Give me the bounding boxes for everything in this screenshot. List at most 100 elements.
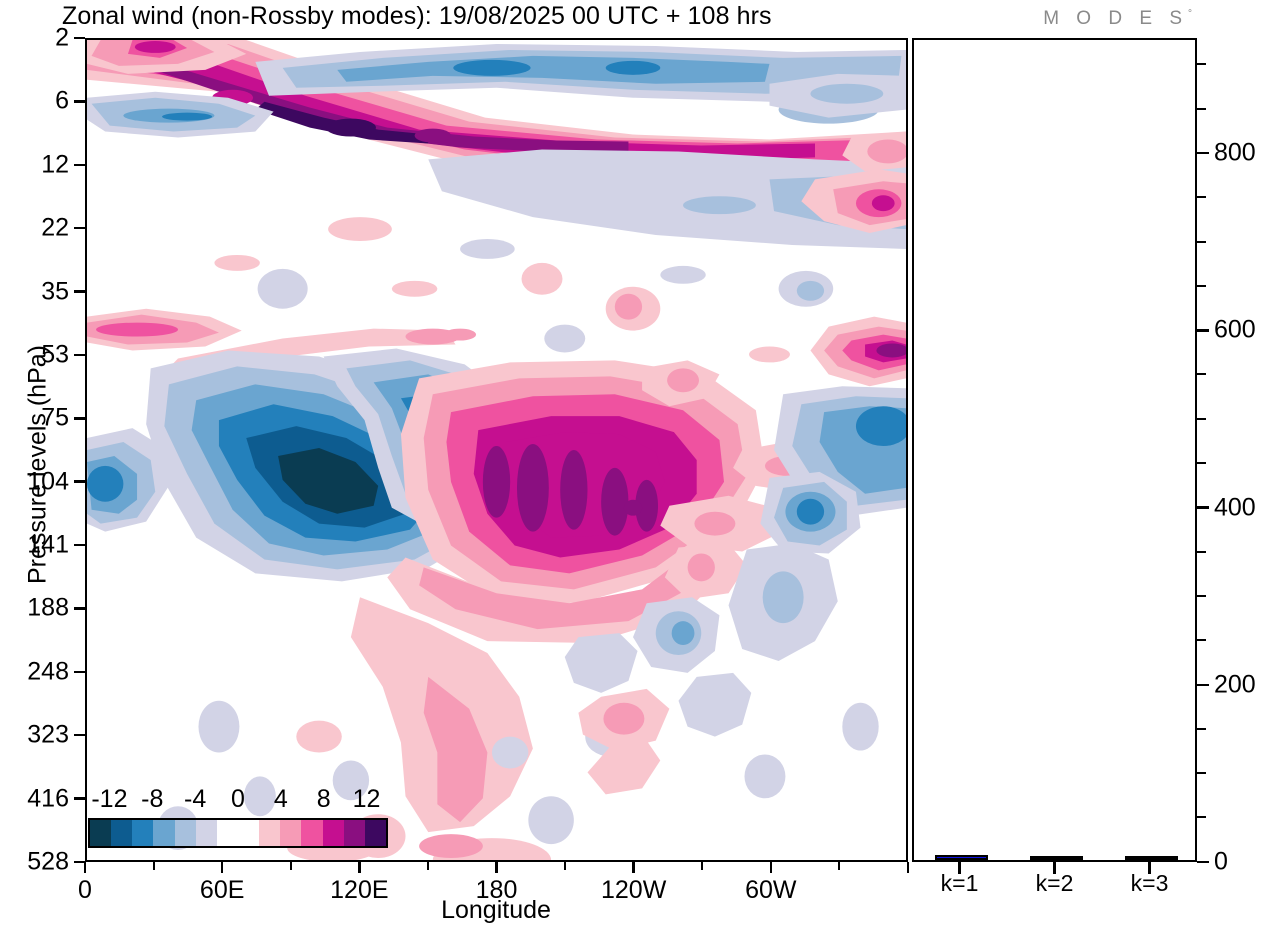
wavenumber-tick <box>1148 862 1151 874</box>
zonal-wind-contour-panel <box>85 38 908 862</box>
pressure-tick-label: 323 <box>27 720 69 749</box>
page-title: Zonal wind (non-Rossby modes): 19/08/202… <box>62 2 772 30</box>
pressure-tick-label: 528 <box>27 847 69 876</box>
colorbar-tick-label: 4 <box>273 785 288 813</box>
longitude-tick <box>906 862 910 873</box>
pressure-tick-label: 248 <box>27 657 69 686</box>
pressure-tick-label: 12 <box>41 150 69 179</box>
pressure-tick-label: 35 <box>41 277 69 306</box>
energy-tick <box>1197 506 1209 509</box>
pressure-tick <box>74 290 85 293</box>
contour-shapes <box>87 40 906 860</box>
pressure-tick <box>74 163 85 167</box>
colorbar-swatches <box>88 818 388 848</box>
colorbar-swatch <box>343 820 365 846</box>
pressure-tick-label: 22 <box>41 213 69 242</box>
energy-tick <box>1197 196 1206 199</box>
pressure-tick <box>74 607 85 610</box>
longitude-tick <box>632 862 635 873</box>
colorbar-swatch <box>153 820 175 846</box>
energy-tick <box>1197 639 1206 642</box>
energy-bar <box>935 854 988 860</box>
longitude-tick <box>701 862 704 870</box>
modes-logo: M O D E S° <box>1043 8 1192 30</box>
colorbar-swatch <box>195 820 217 846</box>
longitude-tick <box>358 862 361 873</box>
energy-bar <box>1125 856 1178 860</box>
pressure-tick <box>74 353 85 357</box>
energy-tick <box>1197 151 1209 155</box>
energy-tick <box>1197 550 1206 553</box>
energy-tick <box>1197 329 1209 332</box>
colorbar-tick-label: 12 <box>352 785 381 813</box>
colorbar-swatch <box>237 820 260 846</box>
energy-tick <box>1197 772 1206 775</box>
longitude-tick <box>495 862 498 873</box>
longitude-tick <box>838 862 841 870</box>
colorbar-tick-label: 0 <box>231 785 245 813</box>
colorbar-swatch <box>301 820 323 846</box>
pressure-tick <box>74 100 85 103</box>
pressure-tick-label: 141 <box>27 530 69 559</box>
energy-tick-label: 0 <box>1214 847 1228 876</box>
energy-bars <box>914 40 1195 860</box>
pressure-tick <box>74 543 85 547</box>
longitude-tick-label: 120E <box>330 876 389 904</box>
longitude-tick <box>426 862 429 870</box>
colorbar-tick-label: -12 <box>91 785 128 813</box>
pressure-tick-label: 188 <box>27 593 69 622</box>
colorbar-swatch <box>364 820 386 846</box>
colorbar-tick-label: 8 <box>316 785 331 813</box>
energy-tick-label: 200 <box>1214 670 1256 699</box>
wavenumber-tick <box>958 862 961 874</box>
energy-tick <box>1197 860 1209 864</box>
colorbar-tick-label: -8 <box>141 785 164 813</box>
pressure-tick <box>74 480 85 483</box>
wavenumber-label: k=2 <box>1035 870 1074 896</box>
energy-tick <box>1197 240 1206 243</box>
colorbar-tick-label: -4 <box>184 785 207 813</box>
energy-tick <box>1197 373 1206 376</box>
pressure-tick-label: 75 <box>41 403 69 432</box>
contour-field <box>87 40 906 860</box>
pressure-tick-label: 2 <box>55 23 69 52</box>
longitude-axis-title: Longitude <box>441 896 551 924</box>
pressure-tick <box>74 733 85 737</box>
longitude-tick-label: 60E <box>199 876 245 904</box>
pressure-tick <box>74 36 85 40</box>
pressure-tick-label: 416 <box>27 784 69 813</box>
longitude-tick <box>152 862 155 870</box>
energy-tick <box>1197 284 1206 287</box>
wavenumber-tick <box>1053 862 1056 874</box>
colorbar-swatch <box>322 820 344 846</box>
pressure-tick <box>74 670 85 674</box>
energy-bar-panel <box>912 38 1197 862</box>
pressure-tick <box>74 226 85 230</box>
energy-tick <box>1197 417 1206 420</box>
energy-tick-label: 400 <box>1214 493 1256 522</box>
longitude-tick-label: 60W <box>745 876 797 904</box>
energy-tick <box>1197 107 1206 110</box>
colorbar-swatch <box>90 820 112 846</box>
modes-logo-mark: ° <box>1188 8 1192 20</box>
modes-logo-text: M O D E S <box>1043 8 1188 29</box>
longitude-tick-label: 120W <box>601 876 667 904</box>
energy-tick <box>1197 727 1206 730</box>
longitude-tick <box>220 862 224 873</box>
longitude-tick <box>769 862 773 873</box>
colorbar-swatch <box>259 820 281 846</box>
energy-tick <box>1197 816 1206 819</box>
pressure-axis-title: Pressure levels (hPa) <box>23 345 52 584</box>
pressure-tick-label: 104 <box>27 467 69 496</box>
colorbar-swatch <box>216 820 238 846</box>
wavenumber-label: k=1 <box>940 870 979 896</box>
energy-tick-label: 800 <box>1214 138 1256 167</box>
pressure-tick-label: 53 <box>41 340 69 369</box>
longitude-tick <box>83 862 87 873</box>
colorbar <box>88 818 388 848</box>
longitude-tick-label: 0 <box>78 876 92 904</box>
pressure-tick-label: 6 <box>55 86 69 115</box>
pressure-tick <box>74 797 85 800</box>
pressure-tick <box>74 417 85 420</box>
